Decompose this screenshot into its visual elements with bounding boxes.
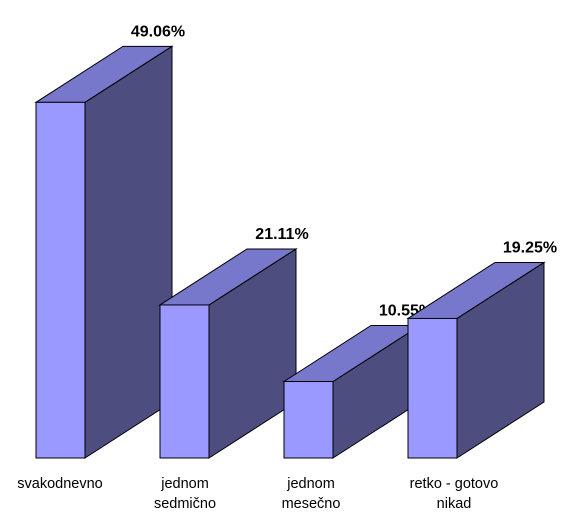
category-label: jednom sedmično: [154, 476, 216, 512]
bar-2: [158, 248, 298, 459]
value-label: 21.11%: [255, 226, 308, 243]
bar-front-face: [35, 101, 86, 459]
value-label: 19.25%: [503, 239, 557, 256]
bar-front-face: [407, 317, 458, 459]
bar-1: [34, 45, 174, 459]
bar-4: [406, 261, 546, 459]
value-label: 49.06%: [131, 23, 185, 40]
bar-front-face: [283, 381, 334, 459]
bar-front-face: [159, 304, 210, 459]
category-label: svakodnevno: [17, 476, 102, 492]
bar-side-face: [84, 45, 173, 459]
category-label: retko - gotovo nikad: [410, 476, 499, 512]
category-label: jednom mesečno: [282, 476, 341, 512]
bar-3: [282, 324, 422, 459]
